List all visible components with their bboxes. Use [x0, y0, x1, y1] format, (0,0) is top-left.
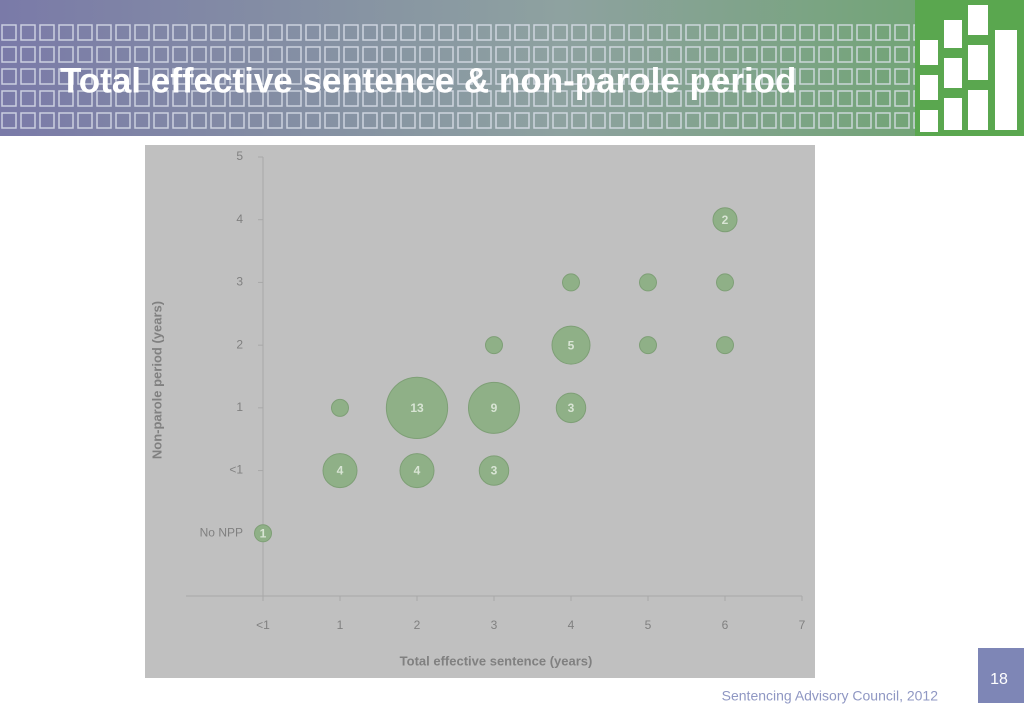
- header-pattern: [0, 22, 915, 134]
- data-label: 4: [414, 464, 421, 478]
- data-label: 4: [337, 464, 344, 478]
- y-tick-label: 3: [236, 275, 243, 289]
- bubble: [712, 207, 738, 233]
- bubble: [562, 273, 580, 292]
- bubble: [555, 392, 587, 424]
- bubble: [716, 273, 734, 292]
- bubble: [254, 524, 272, 543]
- x-tick-label: 4: [568, 618, 575, 632]
- data-label: 1: [260, 526, 267, 540]
- x-tick-label: 6: [722, 618, 729, 632]
- slide-title: Total effective sentence & non-parole pe…: [60, 61, 796, 100]
- bubble: [716, 336, 734, 355]
- data-label: 3: [491, 464, 498, 478]
- x-tick-label: 3: [491, 618, 498, 632]
- y-tick-label: 2: [236, 337, 243, 351]
- y-tick-label: 1: [236, 400, 243, 414]
- x-tick-label: 7: [799, 618, 806, 632]
- footer: Sentencing Advisory Council, 2012: [722, 688, 939, 704]
- y-tick-label: No NPP: [200, 525, 243, 539]
- bubble: [385, 376, 449, 440]
- x-tick-label: 1: [337, 618, 344, 632]
- bubble: [639, 336, 657, 355]
- x-tick-label: 5: [645, 618, 652, 632]
- x-tick-label: 2: [414, 618, 421, 632]
- y-tick-label: <1: [229, 463, 243, 477]
- bubble: [639, 273, 657, 292]
- data-label: 3: [568, 401, 575, 415]
- y-tick-label: 5: [236, 149, 243, 163]
- bubble: [399, 453, 435, 489]
- bubble: [331, 398, 349, 417]
- data-label: 5: [568, 338, 575, 352]
- bubble: [551, 325, 591, 365]
- bubble: [485, 336, 503, 355]
- x-tick-label: <1: [256, 618, 270, 632]
- bubble: [468, 381, 520, 434]
- data-label: 13: [410, 401, 424, 415]
- page-number-box: [978, 648, 1024, 703]
- data-label: 2: [722, 213, 729, 227]
- bubble: [478, 455, 510, 486]
- x-axis-title: Total effective sentence (years): [400, 653, 593, 668]
- y-tick-label: 4: [236, 212, 243, 226]
- bubble: [322, 453, 358, 489]
- page-number: 18: [990, 671, 1008, 688]
- y-axis-title: Non-parole period (years): [149, 301, 164, 459]
- logo: [920, 5, 1017, 132]
- data-label: 9: [491, 401, 498, 415]
